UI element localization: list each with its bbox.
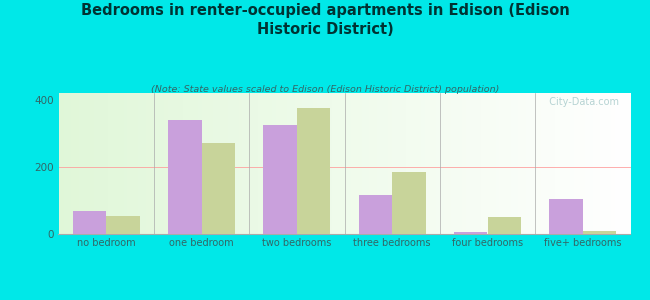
Text: City-Data.com: City-Data.com [543, 97, 619, 107]
Bar [202, 143, 235, 234]
Bar [297, 108, 330, 234]
Bar [359, 195, 392, 234]
Bar [549, 199, 583, 234]
Bar [454, 232, 488, 234]
Bar [168, 120, 202, 234]
Bar [392, 172, 426, 234]
Legend: Edison (Edison Historic District), Centralia: Edison (Edison Historic District), Centr… [200, 296, 489, 300]
Bar [73, 211, 106, 234]
Text: Bedrooms in renter-occupied apartments in Edison (Edison
Historic District): Bedrooms in renter-occupied apartments i… [81, 3, 569, 37]
Text: (Note: State values scaled to Edison (Edison Historic District) population): (Note: State values scaled to Edison (Ed… [151, 85, 499, 94]
Bar [263, 125, 297, 234]
Bar [583, 231, 616, 234]
Bar [488, 217, 521, 234]
Bar [106, 215, 140, 234]
